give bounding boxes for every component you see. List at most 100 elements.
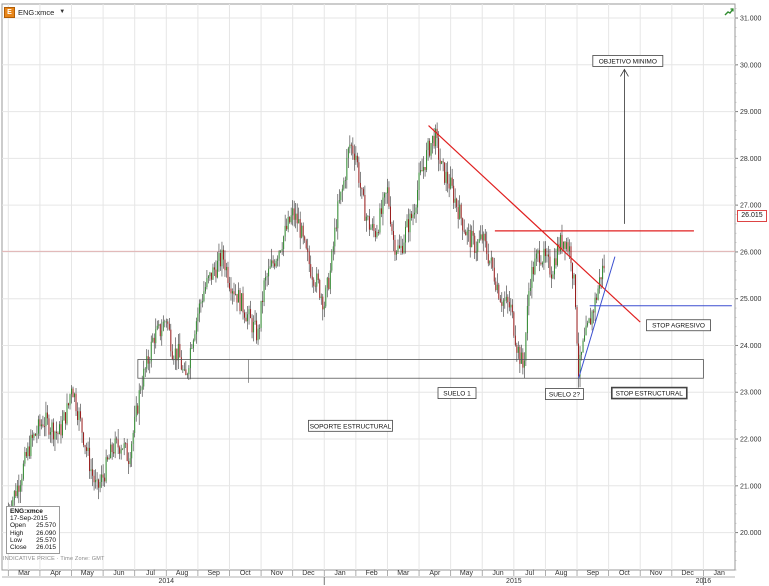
candle-down: [555, 258, 557, 266]
candle-down: [519, 347, 521, 364]
suelo-1-box: [437, 387, 477, 399]
trend-arrow-icon[interactable]: [724, 7, 734, 17]
x-month-label: Mar: [397, 570, 410, 577]
suelo-1-label: SUELO 1: [443, 391, 471, 398]
candle-down: [481, 234, 483, 241]
info-close-row: Close 26.015: [10, 544, 56, 551]
candle-down: [230, 288, 232, 294]
info-high-row: High 26.090: [10, 530, 56, 537]
candle-up: [459, 204, 461, 219]
candle-down: [451, 177, 453, 186]
candle-down: [313, 279, 315, 286]
candle-up: [283, 236, 285, 250]
candle-up: [591, 311, 593, 325]
candle-up: [192, 340, 194, 349]
candle-up: [483, 233, 485, 241]
candle-down: [603, 265, 605, 269]
candle-up: [480, 234, 482, 239]
candle-up: [579, 354, 581, 377]
candle-up: [197, 313, 199, 322]
candle-up: [225, 266, 227, 271]
candle-up: [19, 485, 21, 492]
candle-down: [86, 447, 88, 451]
candle-up: [174, 348, 176, 360]
plot-frame: [1, 3, 736, 571]
x-month-label: Aug: [555, 570, 568, 577]
candle-up: [569, 246, 571, 252]
candle-up: [414, 212, 416, 215]
candle-up: [367, 216, 369, 218]
candle-up: [450, 177, 452, 189]
x-month-label: Apr: [429, 570, 441, 577]
candle-down: [402, 245, 404, 253]
candle-up: [207, 276, 209, 279]
candle-down: [302, 225, 304, 237]
x-month-label: Nov: [271, 570, 284, 577]
candle-up: [49, 432, 51, 435]
candle-down: [498, 284, 500, 299]
y-axis: 20.000 21.000 22.000 23.000 24.000 25.000 26.0…: [735, 8, 762, 571]
candle-up: [477, 241, 479, 252]
candle-up: [138, 390, 140, 414]
candle-up: [585, 325, 587, 336]
candle-down: [578, 343, 580, 377]
candle-down: [314, 285, 316, 287]
candle-up: [12, 499, 14, 511]
candle-down: [442, 161, 444, 163]
candle-up: [96, 479, 98, 481]
y-tick-label: 31.000: [740, 16, 762, 23]
candle-down: [511, 304, 513, 313]
y-tick-label: 20.000: [740, 530, 762, 537]
candle-down: [463, 230, 465, 232]
candle-up: [182, 369, 184, 371]
ohlc-info-box: ENG:xmce 17-Sep-2015 Open 25.570 High 26…: [6, 506, 60, 554]
candle-down: [487, 254, 489, 264]
candle-down: [52, 422, 54, 440]
candle-up: [582, 340, 584, 353]
objetivo-minimo-box: [592, 55, 664, 67]
candle-down: [116, 438, 118, 440]
chevron-down-icon[interactable]: ▼: [59, 9, 66, 15]
candle-down: [307, 248, 309, 252]
candle-down: [75, 393, 77, 412]
candle-up: [326, 277, 328, 288]
candle-down: [31, 434, 33, 438]
candle-up: [562, 241, 564, 249]
candle-down: [453, 185, 455, 203]
candle-up: [534, 258, 536, 275]
candle-down: [540, 262, 542, 265]
candle-up: [164, 321, 166, 323]
info-low-row: Low 25.570: [10, 537, 56, 544]
symbol-label: ENG:xmce: [18, 7, 55, 17]
candle-down: [408, 219, 410, 233]
candle-up: [505, 296, 507, 301]
x-year-label: 2014: [159, 578, 175, 585]
candle-up: [191, 348, 193, 349]
candle-down: [538, 250, 540, 263]
candle-up: [30, 434, 32, 457]
candle-down: [219, 253, 221, 267]
candle-up: [87, 447, 89, 451]
last-price-badge: 26.015: [737, 210, 767, 222]
candle-down: [48, 418, 50, 435]
candle-up: [588, 318, 590, 323]
candle-down: [289, 217, 291, 223]
candle-down: [293, 208, 295, 220]
candle-down: [429, 140, 431, 156]
candle-down: [245, 317, 247, 322]
candle-down: [361, 187, 363, 190]
candle-down: [167, 321, 169, 324]
candle-down: [364, 194, 366, 221]
candle-up: [468, 230, 470, 231]
candle-up: [382, 197, 384, 214]
candle-up: [177, 343, 179, 361]
x-month-label: Dec: [681, 570, 694, 577]
info-high-value: 26.090: [36, 529, 56, 537]
candle-down: [484, 233, 486, 242]
candle-up: [63, 412, 65, 421]
symbol-selector[interactable]: E ENG:xmce ▼: [4, 6, 65, 18]
candle-down: [356, 155, 358, 163]
candle-up: [101, 474, 103, 482]
x-month-label: Jun: [492, 570, 503, 577]
